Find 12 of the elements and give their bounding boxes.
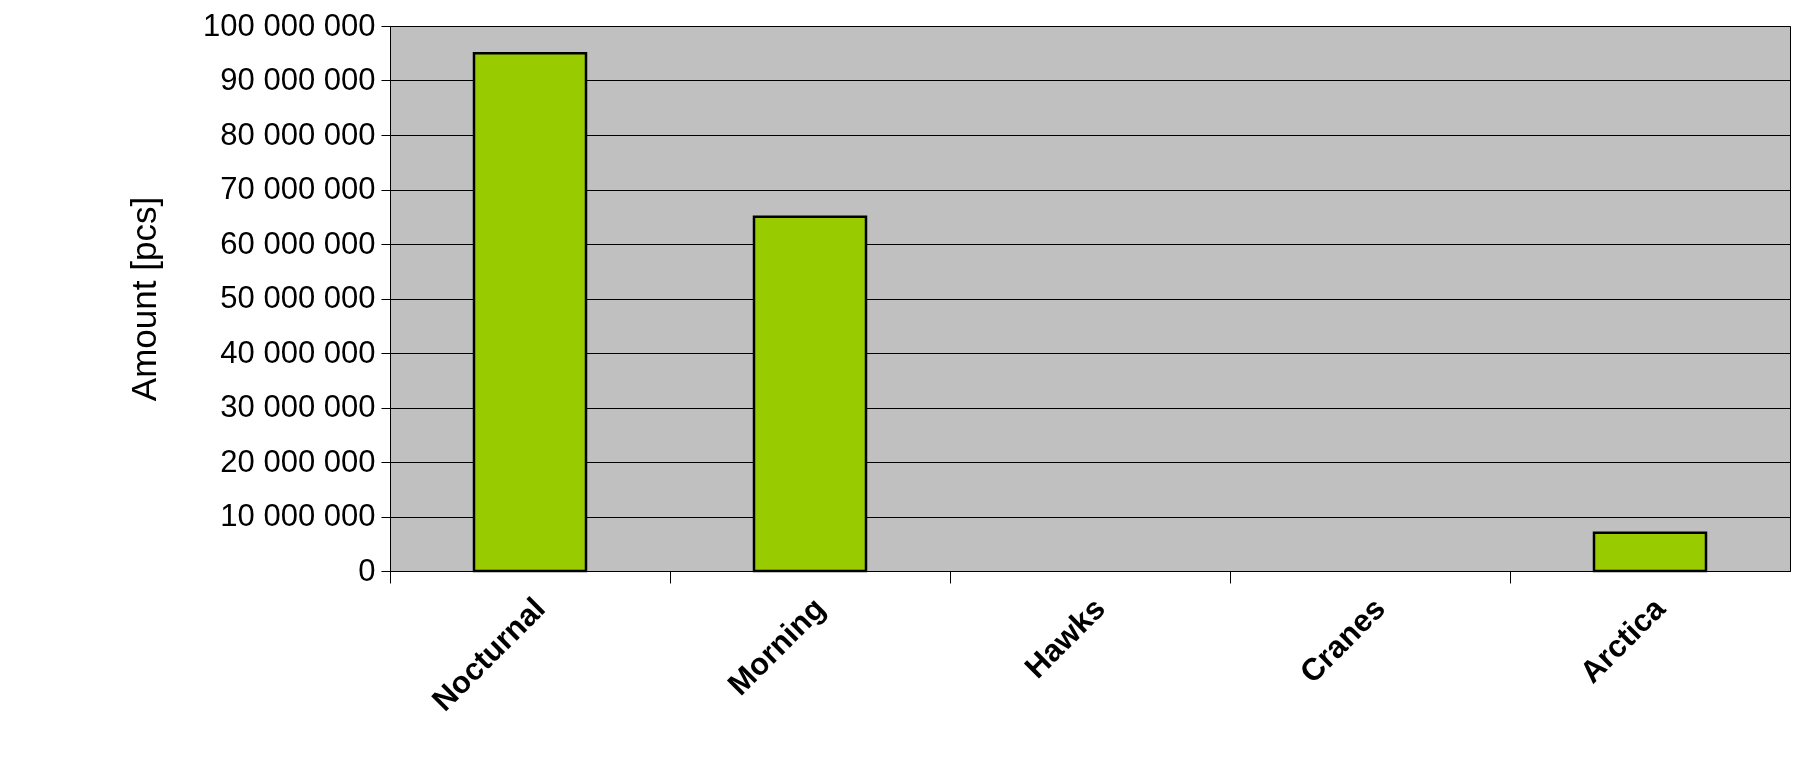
y-tick-label: 10 000 000 [220,498,376,533]
y-tick-label: 20 000 000 [220,443,376,479]
y-tick-label: 40 000 000 [220,334,376,370]
y-tick-label: 50 000 000 [220,280,376,315]
y-tick-label: 0 [358,552,376,588]
y-tick-label: 70 000 000 [220,171,376,206]
y-tick-label: 90 000 000 [220,62,376,97]
y-tick-label: 100 000 000 [203,7,376,43]
y-tick-label: 60 000 000 [220,225,376,261]
y-axis-title: Amount [pcs] [124,196,164,402]
y-tick-label: 80 000 000 [220,116,376,152]
y-tick-label: 30 000 000 [220,389,376,424]
